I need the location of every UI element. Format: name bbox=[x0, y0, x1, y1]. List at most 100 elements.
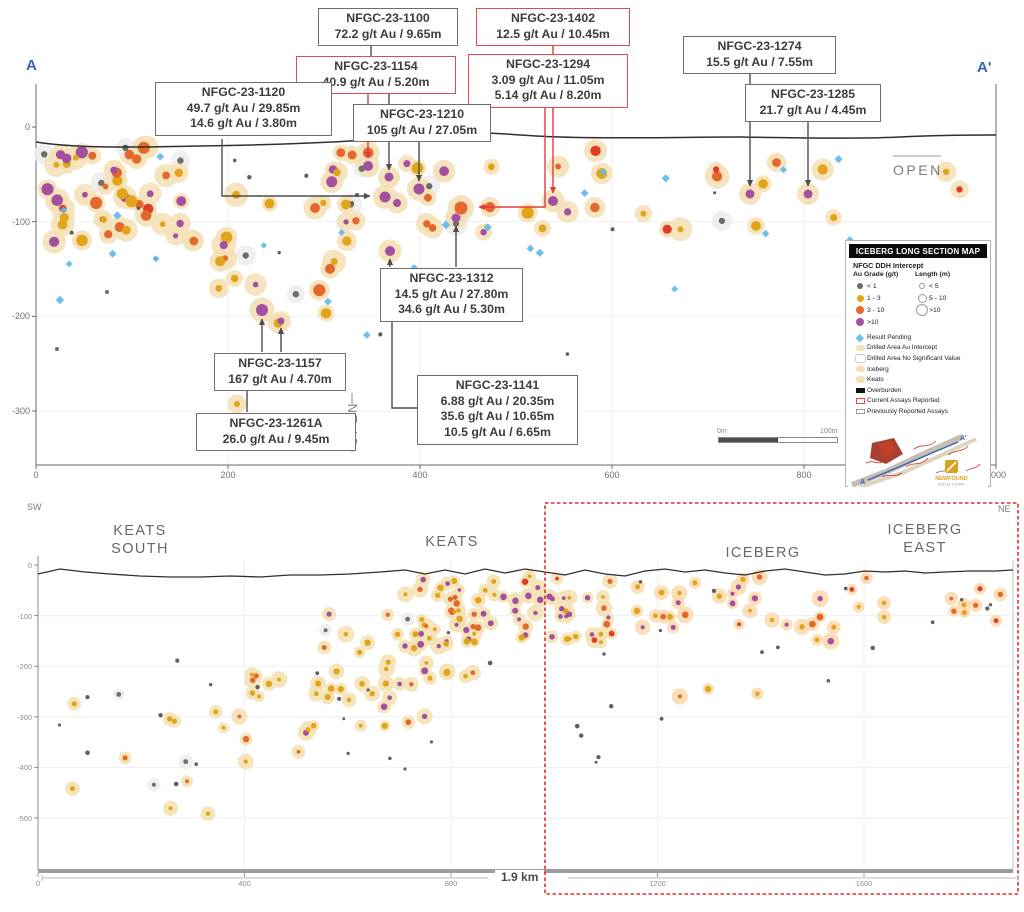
legend-subtitle: NFGC DDH Intercept bbox=[853, 261, 924, 270]
drill-intercept-dot bbox=[827, 637, 834, 645]
drill-intercept-dot bbox=[409, 682, 414, 687]
iceberg-long-section-plot: OPEN bbox=[32, 44, 997, 469]
drill-intercept-dot bbox=[518, 634, 526, 641]
highlighted-drill-dot bbox=[310, 203, 320, 213]
legend-item: Drilled Area No Significant Value bbox=[853, 353, 990, 364]
drill-intercept-dot bbox=[166, 716, 173, 722]
minor-drill-dot bbox=[247, 174, 252, 180]
drill-intercept-dot bbox=[321, 645, 327, 650]
drill-intercept-dot bbox=[237, 714, 242, 719]
logo-sub: GOLD CORP bbox=[938, 483, 965, 487]
grade-dot-icon bbox=[856, 306, 864, 314]
result-pending-diamond bbox=[362, 331, 371, 339]
drill-intercept-dot bbox=[313, 284, 326, 297]
result-pending-diamond bbox=[108, 249, 117, 258]
drill-intercept-dot bbox=[337, 686, 344, 693]
minor-drill-dot bbox=[843, 586, 848, 591]
drill-intercept-dot bbox=[326, 611, 332, 617]
drill-intercept-dot bbox=[310, 722, 317, 729]
drill-intercept-dot bbox=[452, 609, 457, 614]
drill-intercept-dot bbox=[125, 195, 138, 208]
drill-intercept-dot bbox=[949, 596, 954, 601]
drill-intercept-dot bbox=[448, 607, 455, 614]
minor-drill-dot bbox=[350, 201, 354, 205]
legend-item: Keats bbox=[853, 374, 990, 385]
drill-intercept-dot bbox=[249, 672, 254, 677]
legend-item: Current Assays Reported bbox=[853, 396, 990, 407]
minor-drill-dot bbox=[342, 717, 346, 721]
drill-intercept-dot bbox=[242, 736, 250, 743]
rect-gray-icon bbox=[855, 408, 865, 415]
drill-intercept-dot bbox=[769, 617, 775, 623]
drill-intercept-dot bbox=[369, 691, 375, 697]
drill-intercept-dot bbox=[423, 220, 431, 228]
drill-intercept-dot bbox=[292, 291, 299, 298]
drill-intercept-dot bbox=[533, 610, 538, 616]
drill-intercept-dot bbox=[480, 229, 487, 236]
top-x-tick-200: 200 bbox=[220, 470, 236, 480]
drill-intercept-dot bbox=[667, 613, 673, 620]
section-marker-a: A bbox=[26, 57, 37, 74]
drill-intercept-dot bbox=[402, 643, 408, 649]
drill-intercept-dot bbox=[110, 166, 118, 174]
drill-intercept-dot bbox=[961, 609, 968, 616]
drill-intercept-dot bbox=[325, 263, 335, 274]
drill-intercept-dot bbox=[243, 759, 248, 764]
drill-intercept-dot bbox=[53, 161, 60, 168]
inset-fault-lines bbox=[865, 440, 981, 478]
drill-intercept-dot bbox=[456, 608, 461, 613]
distance-scale-line bbox=[41, 875, 1019, 881]
drill-intercept-dot bbox=[564, 208, 572, 216]
drill-intercept-dot bbox=[591, 637, 598, 643]
drill-intercept-dot bbox=[426, 183, 433, 190]
drill-intercept-dot bbox=[443, 668, 451, 676]
drill-intercept-dot bbox=[185, 779, 189, 784]
drill-intercept-dot bbox=[730, 591, 735, 596]
drill-intercept-dot bbox=[435, 592, 441, 598]
drill-intercept-dot bbox=[677, 694, 682, 699]
drill-intercept-dot bbox=[424, 661, 429, 665]
result-pending-diamond bbox=[834, 154, 843, 164]
drill-intercept-dot bbox=[90, 196, 103, 209]
drill-intercept-dot bbox=[124, 149, 135, 160]
bot-x-tick-800: 800 bbox=[444, 879, 458, 888]
drill-intercept-dot bbox=[712, 171, 723, 182]
drill-intercept-dot bbox=[71, 701, 77, 707]
minor-drill-dot bbox=[658, 628, 663, 633]
inset-tan-band bbox=[859, 437, 977, 487]
callout-NFGC-23-1210: NFGC-23-1210 105 g/t Au / 27.05m bbox=[353, 104, 491, 143]
minor-drill-dot bbox=[277, 250, 281, 255]
drill-intercept-dot bbox=[653, 613, 658, 619]
drill-intercept-dot bbox=[881, 614, 887, 620]
minor-drill-dot bbox=[194, 762, 199, 767]
drill-intercept-dot bbox=[326, 176, 338, 188]
drill-intercept-dot bbox=[432, 627, 437, 632]
drill-intercept-dot bbox=[428, 224, 437, 232]
surface-overburden-line bbox=[35, 132, 997, 148]
zone-label-iceberg: ICEBERG bbox=[725, 545, 801, 561]
minor-drill-dot bbox=[579, 733, 584, 738]
legend-grade-header: Au Grade (g/t) bbox=[853, 271, 899, 278]
zone-label-keats-south: KEATS SOUTH bbox=[111, 523, 169, 557]
drill-intercept-dot bbox=[601, 595, 605, 599]
inset-deposit-core bbox=[878, 441, 897, 458]
drill-intercept-dot bbox=[814, 637, 820, 643]
drill-intercept-dot bbox=[677, 591, 682, 596]
drill-intercept-dot bbox=[88, 151, 97, 160]
minor-drill-dot bbox=[304, 173, 309, 178]
minor-drill-dot bbox=[255, 684, 260, 690]
minor-drill-dot bbox=[487, 660, 493, 666]
drill-intercept-dot bbox=[116, 188, 128, 200]
minor-drill-dot bbox=[85, 750, 90, 756]
drill-intercept-dot bbox=[864, 575, 869, 581]
callout-NFGC-23-1141: NFGC-23-1141 6.88 g/t Au / 20.35m 35.6 g/t… bbox=[417, 375, 578, 445]
drill-intercept-dot bbox=[564, 614, 569, 619]
drill-intercept-dot bbox=[881, 600, 887, 606]
drill-intercept-dot bbox=[471, 611, 477, 617]
drill-intercept-dot bbox=[558, 614, 563, 619]
drill-intercept-dot bbox=[784, 622, 789, 627]
drill-intercept-dot bbox=[849, 587, 855, 592]
legend-inset-map: A A' NEWFOUND GOLD CORP bbox=[848, 429, 988, 487]
drill-intercept-dot bbox=[608, 630, 615, 637]
drill-intercept-dot bbox=[336, 148, 346, 158]
